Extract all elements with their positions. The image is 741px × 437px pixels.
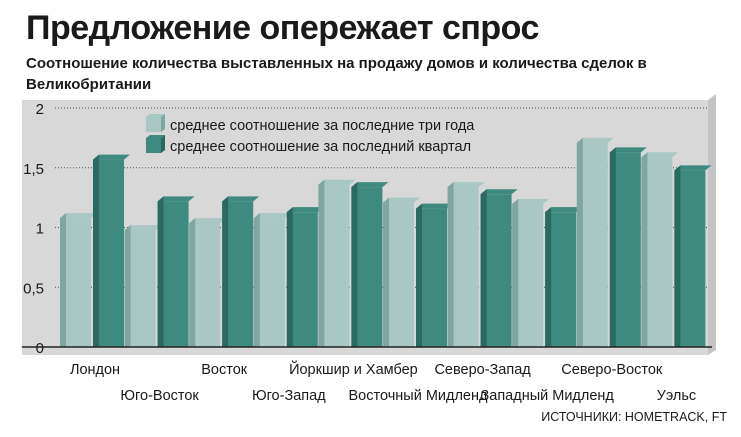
- chart-title: Предложение опережает спрос: [26, 9, 539, 47]
- bar-last-quarter-8: [609, 147, 647, 347]
- bar-last-quarter-1: [157, 196, 195, 347]
- legend-label: среднее соотношение за последний квартал: [170, 139, 471, 155]
- y-tick-label: 0: [36, 340, 44, 357]
- category-label: Уэльс: [657, 388, 697, 404]
- chart-subtitle: Соотношение количества выставленных на п…: [26, 55, 647, 93]
- bar-three-year-3: [253, 213, 291, 347]
- source-note: ИСТОЧНИКИ: HOMETRACK, FT: [541, 410, 727, 424]
- bar-three-year-0: [60, 213, 97, 347]
- category-label: Юго-Восток: [120, 388, 199, 404]
- legend-item-three-year: среднее соотношение за последние три год…: [146, 114, 475, 134]
- bar-three-year-7: [512, 198, 550, 347]
- bar-last-quarter-3: [286, 207, 324, 347]
- category-label: Северо-Восток: [561, 362, 663, 378]
- bar-last-quarter-0: [93, 154, 130, 347]
- bar-last-quarter-2: [222, 196, 260, 347]
- legend-item-last-quarter: среднее соотношение за последний квартал: [146, 135, 471, 155]
- category-label: Юго-Запад: [252, 388, 326, 404]
- bar-three-year-6: [447, 182, 485, 347]
- category-label: Западный Мидленд: [481, 388, 615, 404]
- y-tick-label: 1: [36, 221, 44, 238]
- category-label: Восточный Мидленд: [349, 388, 488, 404]
- category-label: Йоркшир и Хамбер: [289, 360, 418, 378]
- bar-three-year-1: [124, 225, 162, 347]
- bar-last-quarter-9: [674, 165, 712, 347]
- bar-three-year-8: [576, 137, 614, 347]
- y-tick-label: 2: [36, 101, 44, 118]
- y-tick-label: 1,5: [23, 161, 44, 178]
- bar-last-quarter-7: [545, 207, 583, 347]
- bar-three-year-5: [383, 197, 420, 347]
- category-label: Лондон: [70, 362, 120, 378]
- bar-three-year-2: [189, 217, 227, 347]
- category-label: Северо-Запад: [434, 362, 531, 378]
- plot-side-panel: [708, 94, 716, 355]
- category-label: Восток: [201, 362, 248, 378]
- bar-three-year-9: [641, 152, 679, 347]
- legend-swatch: [146, 117, 161, 132]
- legend-swatch: [146, 138, 161, 153]
- bar-last-quarter-5: [416, 203, 453, 347]
- bar-last-quarter-4: [351, 182, 389, 347]
- y-tick-label: 0,5: [23, 280, 44, 297]
- bar-last-quarter-6: [480, 189, 518, 347]
- bar-three-year-4: [318, 179, 356, 347]
- legend-label: среднее соотношение за последние три год…: [170, 118, 475, 134]
